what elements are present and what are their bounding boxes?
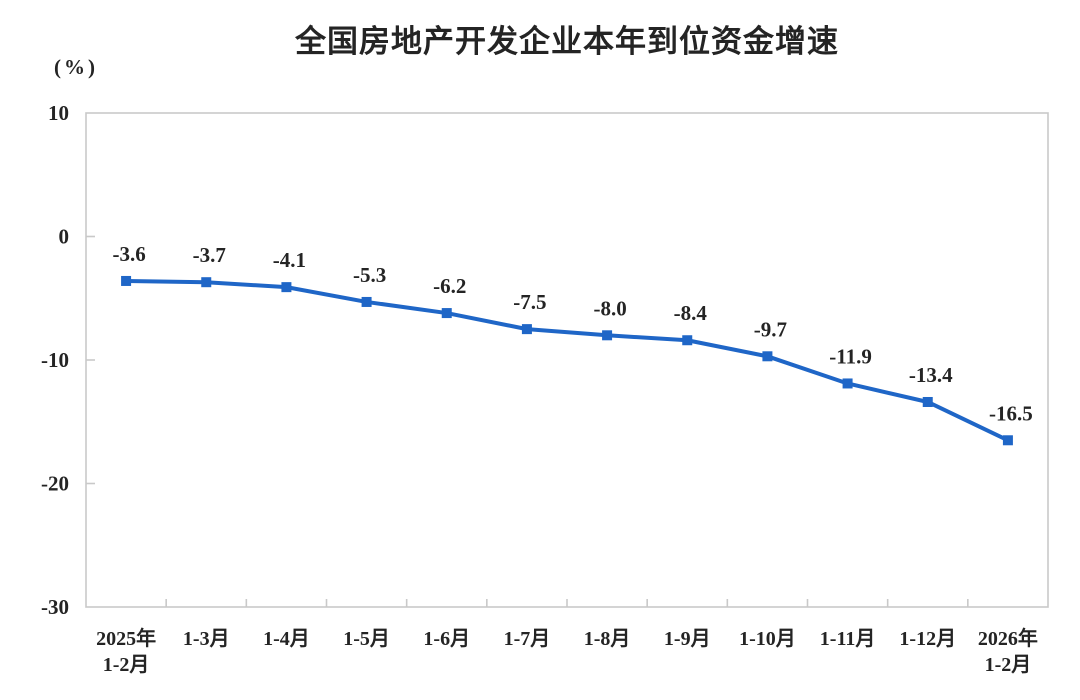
data-point-label: -5.3 bbox=[353, 263, 386, 287]
data-point-marker bbox=[361, 296, 372, 307]
data-point-marker bbox=[281, 282, 292, 293]
data-point-marker bbox=[842, 378, 853, 389]
data-point-marker bbox=[682, 335, 693, 346]
data-point-label: -13.4 bbox=[909, 363, 953, 387]
y-tick-label: 10 bbox=[48, 101, 69, 125]
data-point-marker bbox=[762, 351, 773, 362]
data-point-label: -9.7 bbox=[754, 317, 787, 341]
data-point-marker bbox=[121, 275, 132, 286]
data-point-label: -8.4 bbox=[674, 301, 708, 325]
data-point-label: -3.6 bbox=[112, 242, 145, 266]
y-tick-label: -10 bbox=[41, 348, 69, 372]
x-tick-label: 2025年 1-2月 bbox=[96, 626, 156, 676]
y-tick-label: 0 bbox=[59, 225, 70, 249]
data-point-marker bbox=[521, 324, 532, 335]
data-point-marker bbox=[1002, 435, 1013, 446]
y-tick-label: -20 bbox=[41, 472, 69, 496]
data-point-label: -11.9 bbox=[829, 344, 872, 368]
plot-border bbox=[85, 112, 1049, 608]
data-point-label: -4.1 bbox=[273, 248, 306, 272]
data-point-label: -16.5 bbox=[989, 401, 1033, 425]
x-tick-label: 1-8月 bbox=[584, 628, 631, 650]
y-tick-label: -30 bbox=[41, 595, 69, 619]
data-point-marker bbox=[441, 308, 452, 319]
x-tick-label: 1-12月 bbox=[899, 628, 956, 650]
x-tick-label: 1-7月 bbox=[504, 628, 551, 650]
data-point-marker bbox=[602, 330, 613, 341]
data-point-label: -7.5 bbox=[513, 290, 546, 314]
data-point-label: -3.7 bbox=[193, 243, 226, 267]
x-tick-label: 2026年 1-2月 bbox=[978, 626, 1038, 676]
data-point-label: -8.0 bbox=[593, 296, 626, 320]
x-tick-label: 1-6月 bbox=[423, 628, 470, 650]
data-series-line bbox=[124, 278, 1010, 443]
x-tick-label: 1-10月 bbox=[739, 628, 796, 650]
x-tick-label: 1-11月 bbox=[820, 628, 876, 650]
y-axis-unit-label: (%) bbox=[54, 55, 98, 79]
data-point-marker bbox=[922, 396, 933, 407]
data-point-label: -6.2 bbox=[433, 274, 466, 298]
data-point-marker bbox=[201, 277, 212, 288]
chart-title: 全国房地产开发企业本年到位资金增速 bbox=[295, 24, 839, 59]
x-tick-label: 1-4月 bbox=[263, 628, 310, 650]
x-tick-label: 1-9月 bbox=[664, 628, 711, 650]
x-tick-label: 1-5月 bbox=[343, 628, 390, 650]
x-tick-label: 1-3月 bbox=[183, 628, 230, 650]
